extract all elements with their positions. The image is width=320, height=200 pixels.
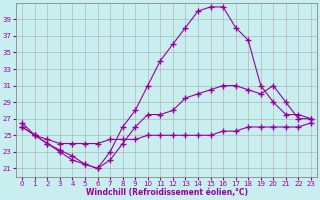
X-axis label: Windchill (Refroidissement éolien,°C): Windchill (Refroidissement éolien,°C) [85, 188, 248, 197]
